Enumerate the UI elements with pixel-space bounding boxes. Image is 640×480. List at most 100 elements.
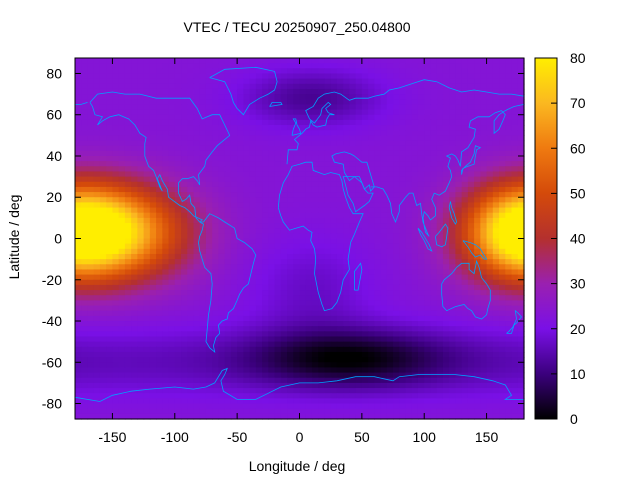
heatmap-cell xyxy=(280,238,288,245)
heatmap-cell xyxy=(156,243,163,250)
heatmap-cell xyxy=(118,408,126,415)
heatmap-cell xyxy=(75,68,82,75)
heatmap-cell xyxy=(430,109,438,116)
heatmap-cell xyxy=(474,346,481,353)
heatmap-cell xyxy=(224,331,232,338)
heatmap-cell xyxy=(486,223,494,229)
heatmap-cell xyxy=(237,88,244,95)
heatmap-cell xyxy=(336,284,344,291)
heatmap-cell xyxy=(480,357,488,363)
heatmap-cell xyxy=(505,408,513,415)
heatmap-cell xyxy=(212,212,220,219)
heatmap-cell xyxy=(299,161,307,167)
heatmap-cell xyxy=(181,140,188,147)
heatmap-cell xyxy=(218,269,226,276)
heatmap-cell xyxy=(355,315,363,322)
heatmap-cell xyxy=(205,202,213,209)
heatmap-cell xyxy=(505,192,513,198)
heatmap-cell xyxy=(287,135,294,142)
heatmap-cell xyxy=(274,197,282,203)
heatmap-cell xyxy=(87,104,95,111)
heatmap-cell xyxy=(249,253,257,260)
heatmap-cell xyxy=(442,248,450,255)
heatmap-cell xyxy=(442,382,450,389)
heatmap-cell xyxy=(106,68,114,75)
heatmap-cell xyxy=(361,207,369,214)
heatmap-cell xyxy=(230,279,238,286)
heatmap-cell xyxy=(442,284,450,291)
heatmap-cell xyxy=(449,161,457,167)
heatmap-cell xyxy=(218,125,226,131)
heatmap-cell xyxy=(399,336,407,343)
heatmap-cell xyxy=(511,223,519,229)
heatmap-cell xyxy=(243,186,251,193)
heatmap-cell xyxy=(230,377,238,384)
heatmap-cell xyxy=(486,228,494,234)
heatmap-cell xyxy=(230,398,238,405)
heatmap-cell xyxy=(293,192,301,198)
heatmap-cell xyxy=(205,238,213,245)
heatmap-cell xyxy=(299,290,307,296)
heatmap-cell xyxy=(474,171,481,178)
heatmap-cell xyxy=(124,135,132,142)
heatmap-cell xyxy=(149,403,157,410)
heatmap-cell xyxy=(87,145,95,152)
heatmap-cell xyxy=(218,150,226,157)
heatmap-cell xyxy=(511,150,519,157)
heatmap-cell xyxy=(143,150,151,157)
heatmap-cell xyxy=(174,73,182,80)
heatmap-cell xyxy=(380,259,388,265)
heatmap-cell xyxy=(156,377,163,384)
heatmap-cell xyxy=(311,171,319,178)
heatmap-cell xyxy=(449,68,457,75)
heatmap-cell xyxy=(492,295,500,301)
heatmap-cell xyxy=(93,274,101,281)
heatmap-cell xyxy=(156,408,163,415)
heatmap-cell xyxy=(499,264,506,271)
heatmap-cell xyxy=(218,398,226,405)
heatmap-cell xyxy=(461,331,469,338)
heatmap-cell xyxy=(262,63,269,69)
heatmap-cell xyxy=(467,83,475,90)
heatmap-cell xyxy=(305,207,313,214)
heatmap-cell xyxy=(280,377,288,384)
heatmap-cell xyxy=(218,166,226,173)
heatmap-cell xyxy=(75,393,82,399)
heatmap-cell xyxy=(243,331,251,338)
heatmap-cell xyxy=(118,161,126,167)
heatmap-cell xyxy=(318,243,326,250)
heatmap-cell xyxy=(455,63,463,69)
heatmap-cell xyxy=(237,78,244,85)
heatmap-cell xyxy=(399,367,407,374)
heatmap-cell xyxy=(318,398,326,405)
heatmap-cell xyxy=(436,125,444,131)
heatmap-cell xyxy=(162,300,170,307)
heatmap-cell xyxy=(368,135,375,142)
heatmap-cell xyxy=(380,310,388,317)
heatmap-cell xyxy=(230,331,238,338)
heatmap-cell xyxy=(330,279,338,286)
heatmap-cell xyxy=(118,197,126,203)
heatmap-cell xyxy=(287,341,294,348)
heatmap-cell xyxy=(486,58,494,64)
heatmap-cell xyxy=(349,253,357,260)
heatmap-cell xyxy=(474,63,481,69)
heatmap-cell xyxy=(118,145,126,152)
heatmap-cell xyxy=(461,114,469,121)
heatmap-cell xyxy=(486,130,494,136)
heatmap-cell xyxy=(355,259,363,265)
heatmap-cell xyxy=(243,166,251,173)
heatmap-cell xyxy=(255,63,263,69)
heatmap-cell xyxy=(81,197,89,203)
heatmap-cell xyxy=(486,94,494,100)
heatmap-cell xyxy=(361,290,369,296)
heatmap-cell xyxy=(81,253,89,260)
heatmap-cell xyxy=(361,176,369,183)
heatmap-cell xyxy=(280,161,288,167)
heatmap-cell xyxy=(399,78,407,85)
heatmap-cell xyxy=(293,125,301,131)
heatmap-cell xyxy=(168,130,176,136)
heatmap-cell xyxy=(280,119,288,126)
heatmap-cell xyxy=(455,166,463,173)
heatmap-cell xyxy=(174,192,182,198)
